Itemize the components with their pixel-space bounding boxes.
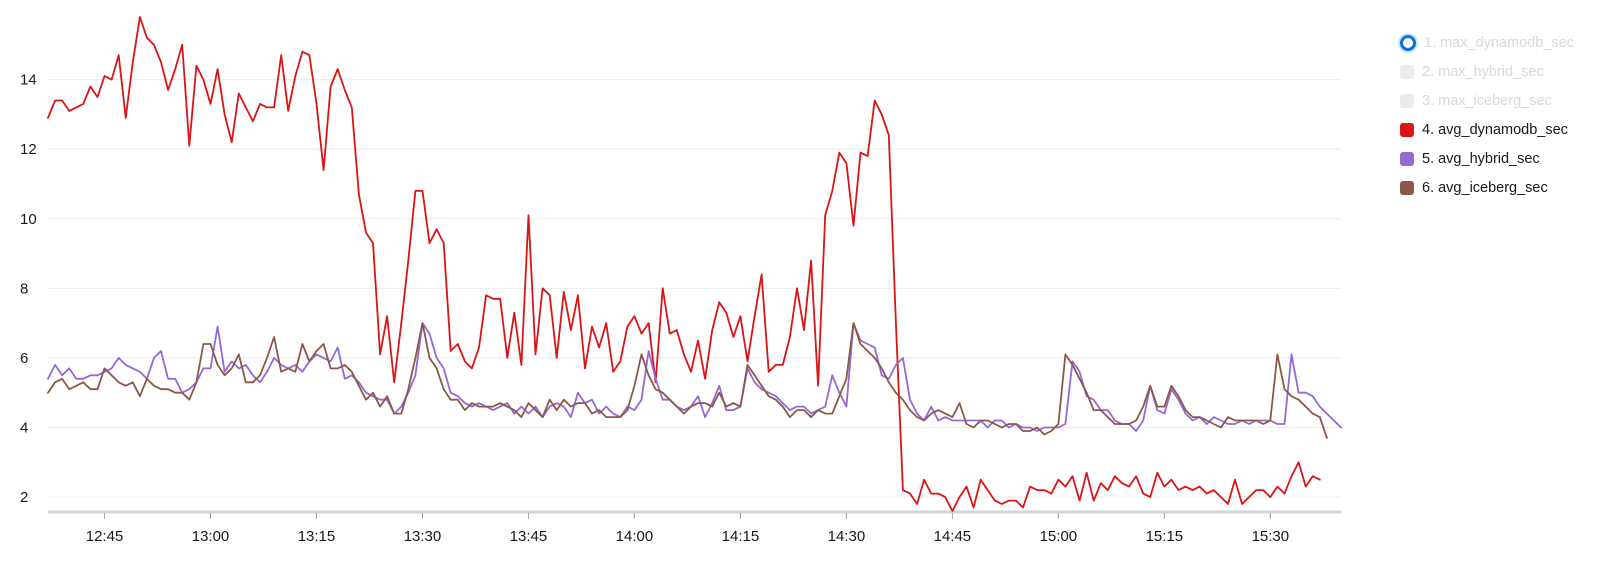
legend-label-max-hybrid-sec: 2. max_hybrid_sec — [1422, 63, 1544, 80]
series-line-avg-dynamodb-sec — [47, 16, 1321, 512]
y-tick-label-12: 12 — [20, 141, 37, 158]
legend-swatch-avg-hybrid-sec — [1400, 151, 1414, 166]
series-line-avg-hybrid-sec — [47, 322, 1342, 432]
y-tick-label-6: 6 — [20, 350, 28, 367]
legend-item-max-hybrid-sec[interactable]: 2. max_hybrid_sec — [1400, 57, 1600, 86]
x-tick-label-12:45: 12:45 — [86, 528, 124, 545]
y-tick-label-14: 14 — [20, 72, 37, 89]
legend-label-max-dynamodb-sec: 1. max_dynamodb_sec — [1424, 34, 1574, 51]
x-tick-label-14:15: 14:15 — [722, 528, 760, 545]
legend-item-max-dynamodb-sec[interactable]: 1. max_dynamodb_sec — [1400, 28, 1600, 57]
y-tick-label-4: 4 — [20, 420, 28, 437]
legend-swatch-avg-iceberg-sec — [1400, 180, 1414, 195]
legend-item-avg-hybrid-sec[interactable]: 5. avg_hybrid_sec — [1400, 144, 1600, 173]
legend-label-max-iceberg-sec: 3. max_iceberg_sec — [1422, 92, 1552, 109]
x-tick-label-15:15: 15:15 — [1146, 528, 1184, 545]
y-tick-label-2: 2 — [20, 489, 28, 506]
series-line-avg-iceberg-sec — [47, 322, 1328, 439]
chart-legend: 1. max_dynamodb_sec 2. max_hybrid_sec 3.… — [1400, 28, 1600, 202]
legend-swatch-max-hybrid-sec — [1400, 64, 1414, 79]
legend-item-avg-dynamodb-sec[interactable]: 4. avg_dynamodb_sec — [1400, 115, 1600, 144]
x-tick-label-15:00: 15:00 — [1040, 528, 1078, 545]
x-tick-label-14:00: 14:00 — [616, 528, 654, 545]
legend-label-avg-dynamodb-sec: 4. avg_dynamodb_sec — [1422, 121, 1568, 138]
y-tick-label-8: 8 — [20, 280, 28, 297]
x-tick-label-13:45: 13:45 — [510, 528, 548, 545]
legend-label-avg-iceberg-sec: 6. avg_iceberg_sec — [1422, 179, 1548, 196]
x-tick-label-13:15: 13:15 — [298, 528, 336, 545]
legend-item-max-iceberg-sec[interactable]: 3. max_iceberg_sec — [1400, 86, 1600, 115]
x-tick-label-15:30: 15:30 — [1252, 528, 1290, 545]
legend-label-avg-hybrid-sec: 5. avg_hybrid_sec — [1422, 150, 1540, 167]
x-tick-label-13:30: 13:30 — [404, 528, 442, 545]
x-tick-label-14:30: 14:30 — [828, 528, 866, 545]
x-tick-label-13:00: 13:00 — [192, 528, 230, 545]
y-tick-label-10: 10 — [20, 211, 37, 228]
legend-swatch-max-iceberg-sec — [1400, 93, 1414, 108]
x-tick-label-14:45: 14:45 — [934, 528, 972, 545]
legend-item-avg-iceberg-sec[interactable]: 6. avg_iceberg_sec — [1400, 173, 1600, 202]
legend-swatch-avg-dynamodb-sec — [1400, 122, 1414, 137]
legend-swatch-max-dynamodb-sec — [1400, 34, 1416, 51]
